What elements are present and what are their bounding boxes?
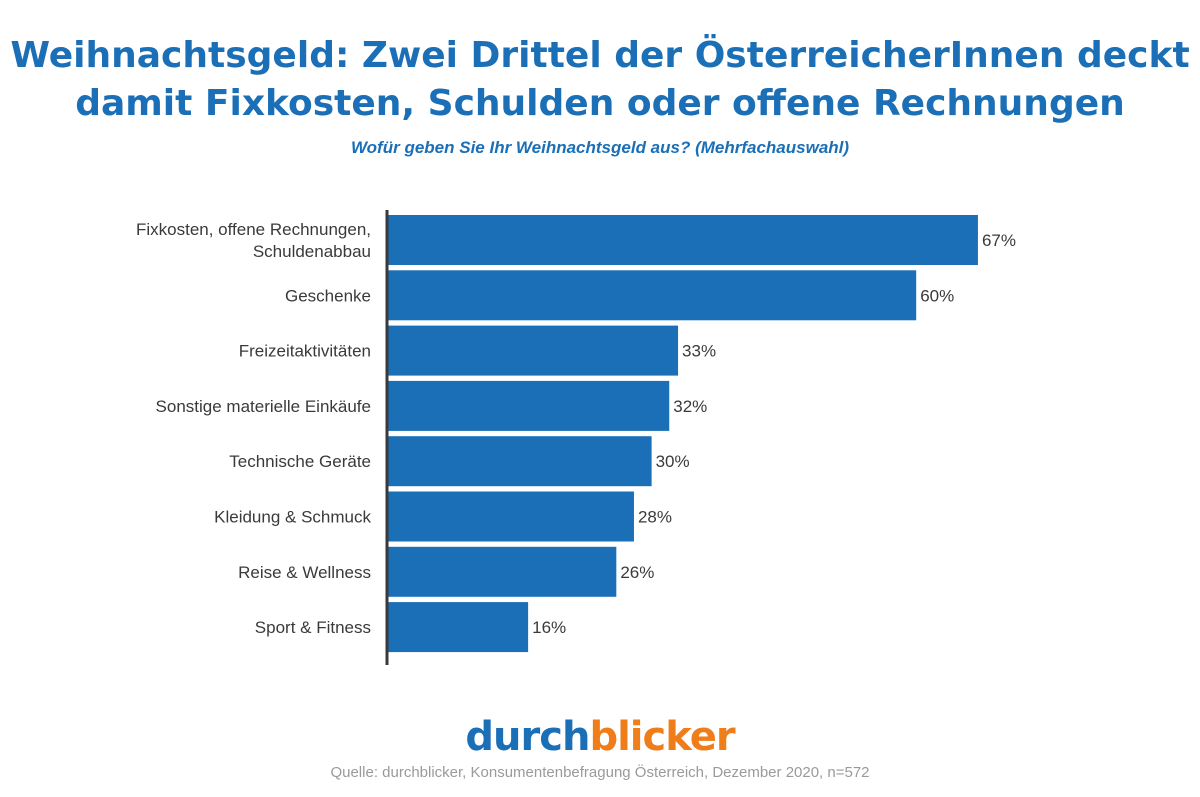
category-label-1: Fixkosten, offene Rechnungen, Schuldenabb… xyxy=(136,220,371,261)
bar-7 xyxy=(387,546,617,597)
bar-2 xyxy=(387,270,917,321)
category-label-7: Reise & Wellness xyxy=(238,563,371,582)
bar-3 xyxy=(387,325,679,376)
bar-4 xyxy=(387,380,670,431)
category-label-6: Kleidung & Schmuck xyxy=(214,508,371,527)
source-note: Quelle: durchblicker, Konsumentenbefragu… xyxy=(330,764,870,781)
value-label-4: 32% xyxy=(673,397,707,416)
logo-part-blicker: blicker xyxy=(589,714,735,760)
chart-title-line-1: Weihnachtsgeld: Zwei Drittel der Österre… xyxy=(10,35,1190,76)
category-label-4: Sonstige materielle Einkäufe xyxy=(156,397,371,416)
value-label-8: 16% xyxy=(532,618,566,637)
value-label-6: 28% xyxy=(638,508,672,527)
value-label-1: 67% xyxy=(982,231,1016,250)
category-label-2: Geschenke xyxy=(285,286,371,305)
bar-8 xyxy=(387,602,529,653)
logo-part-durch: durch xyxy=(465,714,590,760)
chart-subtitle: Wofür geben Sie Ihr Weihnachtsgeld aus? … xyxy=(350,138,850,157)
category-label-5: Technische Geräte xyxy=(229,452,371,471)
value-label-5: 30% xyxy=(656,452,690,471)
brand-logo: durchblicker xyxy=(0,714,1200,760)
bar-6 xyxy=(387,491,634,542)
chart-title: Weihnachtsgeld: Zwei Drittel der Österre… xyxy=(0,32,1200,128)
category-label-3: Freizeitaktivitäten xyxy=(239,342,371,361)
value-label-2: 60% xyxy=(920,286,954,305)
bar-1 xyxy=(387,215,978,265)
value-label-7: 26% xyxy=(620,563,654,582)
chart-title-line-2: damit Fixkosten, Schulden oder offene Re… xyxy=(75,83,1125,124)
category-label-8: Sport & Fitness xyxy=(255,618,371,637)
bar-5 xyxy=(387,436,652,487)
value-label-3: 33% xyxy=(682,342,716,361)
